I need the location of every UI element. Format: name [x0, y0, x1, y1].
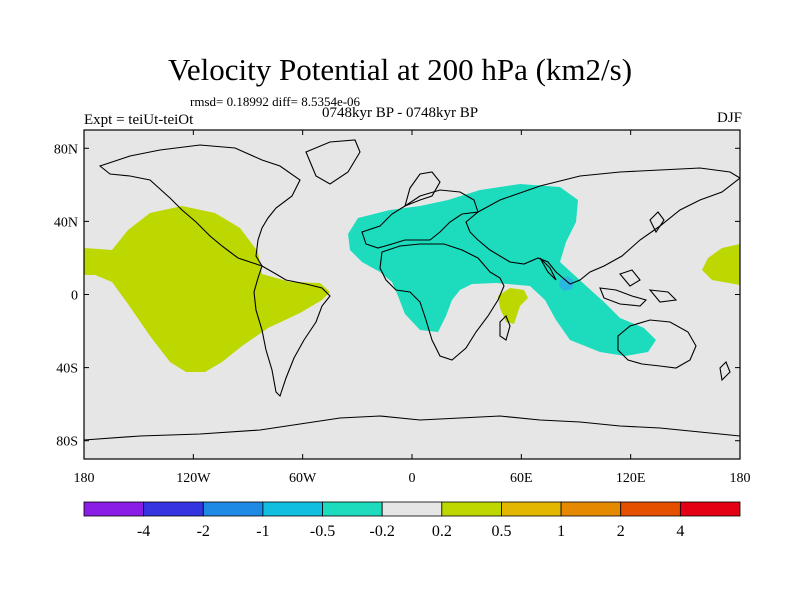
x-tick-label: 60W: [289, 471, 317, 486]
colorbar-swatch: [620, 501, 681, 517]
x-tick-label: 120E: [616, 471, 646, 486]
colorbar-swatch: [679, 501, 741, 517]
colorbar-swatch: [262, 501, 323, 517]
colorbar-label: -0.5: [310, 523, 335, 540]
y-axis: 80N 40N 0 40S 80S: [54, 142, 740, 450]
colorbar-label: 4: [676, 523, 684, 540]
negative-anomaly-core: [559, 276, 574, 291]
colorbar-label: 1: [557, 523, 565, 540]
colorbar-swatch: [441, 501, 502, 517]
period-label: 0748kyr BP - 0748kyr BP: [322, 105, 479, 121]
y-tick-label: 40S: [56, 362, 78, 377]
x-tick-label: 120W: [176, 471, 211, 486]
stats-line: rmsd= 0.18992 diff= 8.5354e-06: [190, 94, 361, 109]
x-tick-label: 180: [730, 471, 751, 486]
coastlines: [84, 139, 740, 441]
experiment-label: Expt = teiUt-teiOt: [84, 112, 194, 128]
season-label: DJF: [716, 110, 742, 126]
negative-anomaly-eurasia: [348, 184, 656, 356]
x-axis: 180 120W 60W 0 60E 120E 180: [74, 130, 751, 486]
positive-anomaly-indian: [498, 288, 528, 324]
x-tick-label: 60E: [510, 471, 533, 486]
colorbar-swatch: [501, 501, 562, 517]
colorbar-label: -0.2: [370, 523, 395, 540]
colorbar-swatch: [560, 501, 622, 517]
colorbar-swatch: [202, 501, 264, 517]
positive-anomaly-dateline: [702, 244, 740, 285]
y-tick-label: 80N: [54, 142, 78, 157]
y-tick-label: 0: [71, 289, 78, 304]
colorbar-swatch: [322, 501, 383, 517]
colorbar-label: 2: [617, 523, 625, 540]
colorbar-swatch: [83, 501, 145, 517]
colorbar-label: 0.2: [432, 523, 452, 540]
colorbar-label: 0.5: [491, 523, 511, 540]
y-tick-label: 40N: [54, 215, 78, 230]
x-tick-label: 0: [409, 471, 416, 486]
plot-title: Velocity Potential at 200 hPa (km2/s): [167, 52, 633, 87]
x-tick-label: 180: [74, 471, 95, 486]
colorbar-swatch: [381, 501, 443, 517]
y-tick-label: 80S: [56, 435, 78, 450]
colorbar-swatch: [143, 501, 204, 517]
colorbar-label: -4: [137, 523, 150, 540]
colorbar-label: -1: [256, 523, 269, 540]
colorbar-label: -2: [197, 523, 210, 540]
colorbar: -4 -2 -1 -0.5 -0.2 0.2 0.5 1 2 4: [83, 501, 741, 540]
positive-anomaly-pacific: [84, 206, 330, 372]
